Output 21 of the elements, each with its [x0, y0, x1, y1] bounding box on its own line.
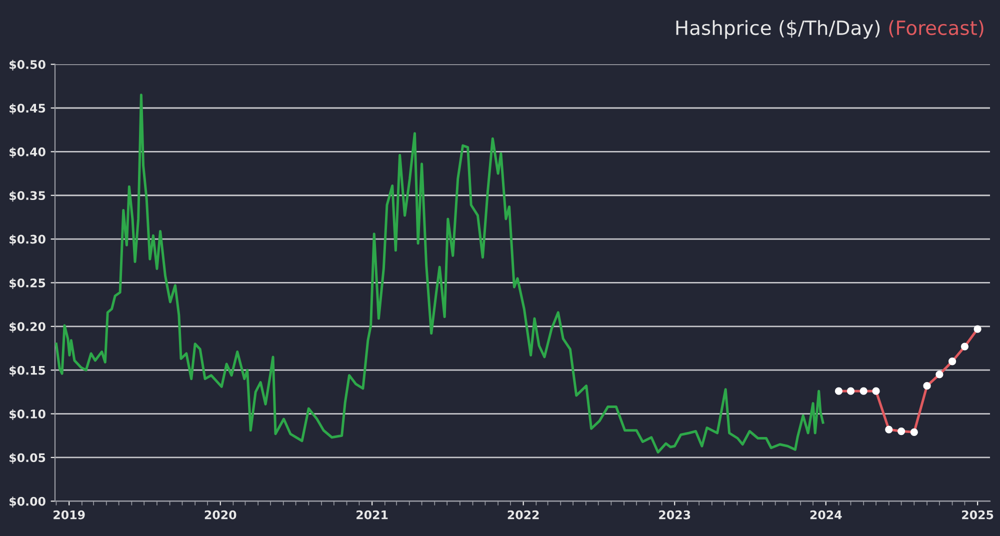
y-tick-label: $0.35	[10, 190, 46, 202]
y-tick-label: $0.00	[10, 496, 46, 508]
y-tick-label: $0.15	[10, 366, 46, 376]
y-tick-label: $0.30	[10, 234, 46, 246]
y-tick-label: $0.40	[10, 147, 46, 158]
y-tick-label: $0.10	[10, 409, 46, 420]
x-tick-label: 2021	[356, 510, 388, 520]
line-series	[55, 94, 824, 454]
y-tick-label: $0.45	[10, 104, 46, 114]
x-tick-label: 2024	[810, 510, 842, 520]
chart-title: Hashprice ($/Th/Day)	[676, 20, 880, 39]
x-tick-label: 2020	[204, 510, 236, 520]
x-tick-label: 2022	[508, 510, 539, 520]
text: (Forecast)	[889, 20, 984, 38]
y-tick-label: $0.05	[10, 452, 46, 464]
x-tick-label: 2019	[54, 510, 85, 520]
y-tick-label: $0.20	[10, 322, 46, 333]
x-tick-label: 2025	[962, 510, 994, 520]
x-tick-label: 2023	[659, 510, 690, 520]
y-tick-label: $0.50	[10, 60, 46, 71]
y-tick-label: $0.25	[10, 278, 46, 289]
